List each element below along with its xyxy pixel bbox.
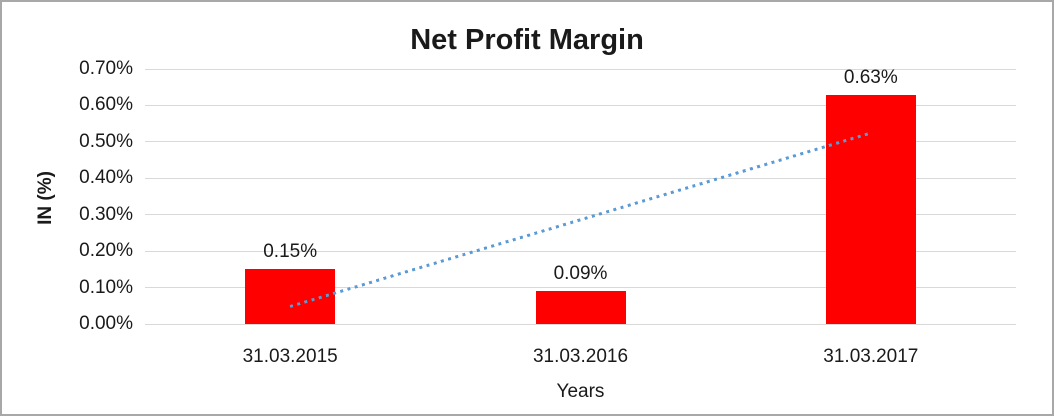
x-axis-title: Years [556,381,605,402]
y-tick-label: 0.60% [79,94,133,116]
chart-title: Net Profit Margin [410,24,644,56]
y-tick-label: 0.70% [79,58,133,79]
y-tick-label: 0.20% [79,240,133,262]
gridline [145,323,1016,325]
y-tick-label: 0.00% [79,313,133,334]
x-category-label: 31.03.2016 [532,346,629,367]
x-category-label: 31.03.2015 [242,346,338,367]
y-tick-label: 0.50% [79,130,133,152]
y-tick-label: 0.10% [79,276,133,298]
gridline [145,250,1016,252]
bar [535,291,626,324]
y-tick-label: 0.30% [79,203,133,225]
bar-data-label: 0.15% [263,241,318,263]
gridline [145,104,1016,106]
y-tick-label: 0.40% [79,167,133,189]
x-category-label: 31.03.2017 [823,346,919,367]
bar [825,94,916,324]
bar-data-label: 0.09% [553,263,608,285]
gridline [145,177,1016,179]
gridline [145,68,1016,70]
gridline [145,214,1016,216]
gridline [145,141,1016,143]
gridline [145,287,1016,289]
bar-data-label: 0.63% [843,66,898,88]
